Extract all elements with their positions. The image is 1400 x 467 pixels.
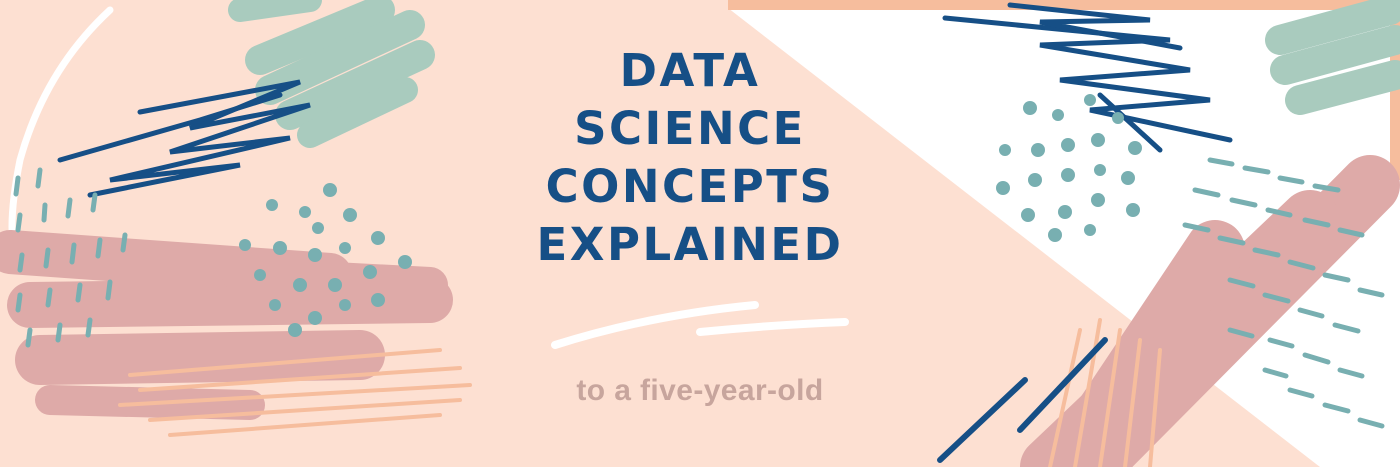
subtitle: to a five-year-old xyxy=(576,374,824,407)
sage-brush-left xyxy=(228,0,435,148)
rose-brush-left xyxy=(0,230,453,420)
teal-dots-left xyxy=(239,183,412,337)
navy-scribble-left xyxy=(57,79,311,198)
headline-line-4: EXPLAINED xyxy=(536,218,844,271)
headline-line-2: SCIENCE xyxy=(574,102,806,155)
peach-lines-left xyxy=(118,348,472,437)
white-arc xyxy=(8,6,114,254)
peach-lines-right xyxy=(1048,318,1162,467)
headline: DATA SCIENCE CONCEPTS EXPLAINED xyxy=(460,42,920,274)
teal-dashes-right xyxy=(1182,157,1385,429)
headline-line-3: CONCEPTS xyxy=(545,160,835,213)
sage-brush-right xyxy=(1265,0,1400,115)
teal-dots-right xyxy=(996,94,1142,242)
peach-top-border xyxy=(728,0,1400,10)
navy-lines-bottom xyxy=(937,337,1108,463)
headline-line-1: DATA xyxy=(619,44,761,97)
white-underline-strokes xyxy=(551,301,849,349)
navy-scribble-right xyxy=(942,2,1233,153)
rose-brush-right xyxy=(1020,155,1400,467)
teal-dashes-left xyxy=(13,167,128,348)
